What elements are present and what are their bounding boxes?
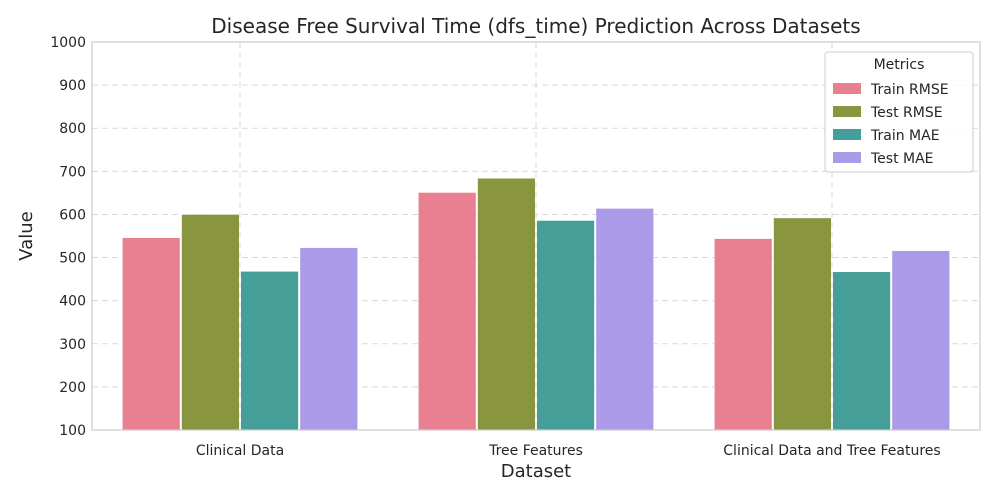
legend-label: Train MAE: [870, 128, 940, 144]
y-tick-label: 700: [59, 164, 86, 180]
x-tick-label: Clinical Data: [196, 443, 284, 459]
y-tick-label: 800: [59, 121, 86, 137]
bar: [832, 271, 891, 431]
y-tick-label: 500: [59, 251, 86, 267]
bar: [240, 271, 299, 431]
x-axis-title: Dataset: [501, 461, 572, 482]
legend-swatch: [833, 106, 861, 117]
bar: [299, 247, 358, 431]
bar: [773, 217, 832, 431]
legend-label: Train RMSE: [870, 82, 949, 98]
legend-box: [824, 51, 974, 173]
legend: Metrics Train RMSE Test RMSE Train MAE Test…: [824, 51, 974, 173]
y-tick-label: 400: [59, 294, 86, 310]
x-axis-ticks: Clinical Data Tree Features Clinical Data …: [196, 443, 941, 459]
bar: [181, 214, 240, 431]
legend-swatch: [833, 152, 861, 163]
bars: [122, 177, 950, 431]
legend-swatch: [833, 83, 861, 94]
bar: [477, 177, 536, 431]
bar: [891, 250, 950, 431]
y-tick-label: 600: [59, 207, 86, 223]
bar: [536, 220, 595, 431]
y-tick-label: 900: [59, 78, 86, 94]
y-axis-ticks: 100 200 300 400 500 600 700 800 900 1000: [50, 35, 86, 439]
legend-swatch: [833, 129, 861, 140]
plot-frame: [91, 41, 981, 431]
y-tick-label: 300: [59, 337, 86, 353]
x-tick-label: Tree Features: [488, 443, 583, 459]
chart-title: Disease Free Survival Time (dfs_time) Pr…: [211, 14, 860, 38]
bar: [595, 208, 654, 431]
bar: [418, 192, 477, 431]
legend-label: Test MAE: [870, 151, 934, 167]
y-tick-label: 100: [59, 423, 86, 439]
y-tick-label: 200: [59, 380, 86, 396]
legend-title: Metrics: [874, 57, 925, 73]
y-tick-label: 1000: [50, 35, 86, 51]
y-axis-title: Value: [16, 211, 37, 260]
legend-label: Test RMSE: [870, 105, 943, 121]
legend-items: Train RMSE Test RMSE Train MAE Test MAE: [833, 82, 949, 167]
bar: [714, 238, 773, 431]
x-tick-label: Clinical Data and Tree Features: [723, 443, 940, 459]
bar: [122, 237, 181, 431]
